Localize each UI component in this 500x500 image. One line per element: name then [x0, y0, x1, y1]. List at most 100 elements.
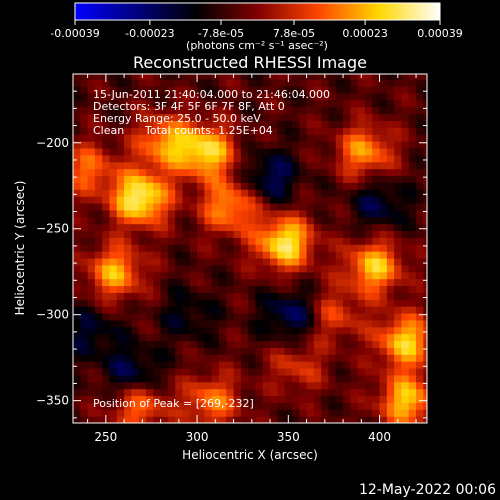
heatmap-cell	[124, 251, 132, 259]
heatmap-cell	[364, 271, 373, 280]
heatmap-cell	[233, 306, 242, 314]
heatmap-cell	[80, 147, 89, 156]
heatmap-cell	[284, 326, 293, 335]
heatmap-cell	[131, 333, 140, 342]
heatmap-cell	[270, 326, 278, 335]
heatmap-cell	[226, 271, 235, 280]
heatmap-cell	[175, 134, 184, 142]
heatmap-cell	[313, 299, 322, 307]
heatmap-cell	[401, 271, 410, 280]
heatmap-cell	[270, 312, 278, 321]
heatmap-cell	[328, 147, 337, 156]
heatmap-cell	[138, 223, 147, 232]
heatmap-cell	[167, 223, 176, 232]
heatmap-cell	[73, 251, 81, 259]
heatmap-cell	[248, 237, 257, 245]
heatmap-cell	[372, 113, 381, 122]
heatmap-cell	[306, 74, 315, 80]
heatmap-cell	[182, 409, 191, 417]
heatmap-cell	[116, 161, 125, 170]
heatmap-cell	[372, 409, 381, 417]
heatmap-cell	[379, 196, 388, 204]
heatmap-cell	[153, 333, 162, 342]
heatmap-cell	[153, 161, 162, 170]
heatmap-cell	[73, 141, 81, 149]
heatmap-cell	[87, 292, 96, 300]
heatmap-cell	[335, 409, 344, 417]
heatmap-cell	[299, 312, 308, 321]
heatmap-cell	[102, 106, 111, 115]
heatmap-cell	[87, 257, 96, 266]
heatmap-cell	[262, 271, 271, 280]
heatmap-cell	[94, 113, 103, 122]
heatmap-cell	[408, 237, 417, 245]
heatmap-cell	[299, 113, 308, 122]
heatmap-cell	[364, 312, 373, 321]
heatmap-cell	[328, 402, 337, 410]
heatmap-cell	[306, 367, 315, 376]
heatmap-cell	[335, 257, 344, 266]
heatmap-cell	[379, 299, 388, 307]
heatmap-cell	[102, 244, 111, 252]
heatmap-cell	[145, 127, 154, 135]
heatmap-cell	[116, 92, 125, 101]
heatmap-cell	[226, 416, 235, 423]
heatmap-cell	[313, 251, 322, 259]
heatmap-cell	[364, 99, 373, 108]
heatmap-cell	[233, 106, 242, 115]
heatmap-cell	[248, 154, 257, 163]
heatmap-cell	[233, 182, 242, 190]
heatmap-cell	[109, 182, 118, 190]
heatmap-cell	[313, 285, 322, 293]
heatmap-cell	[372, 251, 381, 259]
heatmap-cell	[328, 113, 337, 122]
heatmap-cell	[182, 74, 191, 80]
heatmap-cell	[255, 230, 264, 238]
heatmap-cell	[167, 306, 176, 314]
heatmap-cell	[416, 134, 424, 142]
heatmap-cell	[131, 251, 140, 259]
heatmap-cell	[299, 86, 308, 94]
heatmap-cell	[416, 74, 424, 80]
heatmap-cell	[277, 168, 286, 177]
heatmap-cell	[131, 161, 140, 170]
heatmap-cell	[284, 381, 293, 390]
heatmap-cell	[262, 278, 271, 287]
heatmap-cell	[262, 79, 271, 87]
heatmap-cell	[416, 168, 424, 177]
heatmap-cell	[401, 74, 410, 80]
heatmap-cell	[204, 319, 213, 328]
heatmap-cell	[87, 244, 96, 252]
heatmap-cell	[102, 312, 111, 321]
heatmap-cell	[211, 209, 220, 218]
heatmap-cell	[299, 402, 308, 410]
heatmap-cell	[226, 113, 235, 122]
heatmap-cell	[423, 340, 427, 348]
annotation-line-counts: Total counts: 1.25E+04	[144, 124, 273, 137]
heatmap-cell	[394, 168, 403, 177]
heatmap-cell	[328, 416, 337, 423]
heatmap-cell	[189, 86, 198, 94]
heatmap-cell	[167, 271, 176, 280]
heatmap-cell	[350, 74, 359, 80]
heatmap-cell	[73, 147, 81, 156]
heatmap-cell	[394, 230, 403, 238]
heatmap-cell	[343, 354, 351, 362]
heatmap-cell	[153, 237, 162, 245]
heatmap-cell	[262, 209, 271, 218]
heatmap-cell	[408, 312, 417, 321]
heatmap-cell	[124, 120, 132, 128]
heatmap-cell	[182, 312, 191, 321]
heatmap-cell	[211, 237, 220, 245]
heatmap-cell	[211, 99, 220, 108]
heatmap-cell	[153, 367, 162, 376]
heatmap-cell	[145, 189, 154, 197]
heatmap-cell	[204, 292, 213, 300]
heatmap-cell	[153, 127, 162, 135]
heatmap-cell	[197, 182, 205, 190]
heatmap-cell	[255, 264, 264, 273]
heatmap-cell	[284, 340, 293, 348]
heatmap-cell	[94, 374, 103, 383]
heatmap-cell	[160, 106, 169, 115]
heatmap-cell	[102, 306, 111, 314]
